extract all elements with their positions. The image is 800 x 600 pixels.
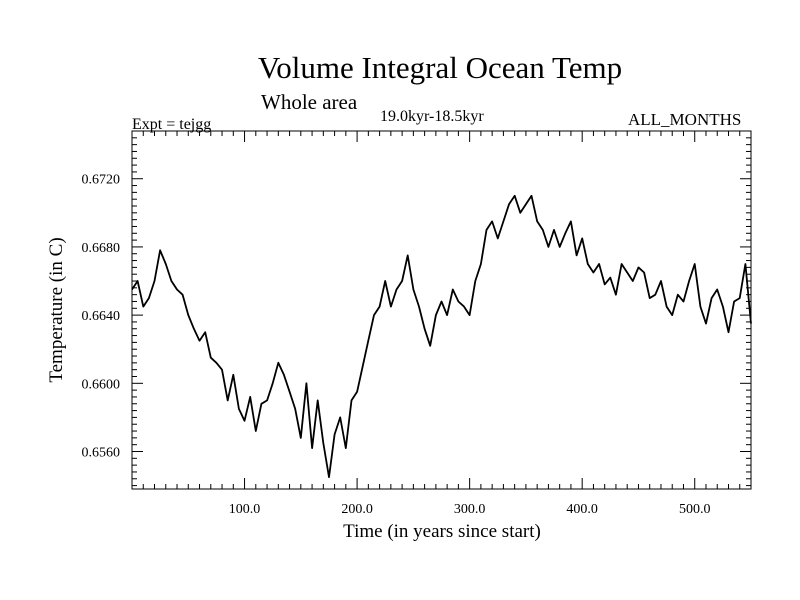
temperature-series-line bbox=[131, 194, 752, 478]
axis-tick-labels: 100.0 200.0 300.0 400.0 500.0 0.6560 0.6600 0.6… bbox=[82, 173, 711, 517]
y-tick-label: 0.6720 bbox=[82, 173, 121, 188]
chart-subtitle: Whole area bbox=[261, 90, 358, 114]
y-tick-label: 0.6680 bbox=[82, 241, 121, 256]
plot-frame bbox=[131, 130, 752, 490]
y-tick-label: 0.6560 bbox=[82, 445, 121, 460]
y-tick-label: 0.6640 bbox=[82, 309, 121, 324]
axis-ticks bbox=[132, 130, 751, 489]
x-tick-label: 200.0 bbox=[341, 502, 373, 517]
months-label: ALL_MONTHS bbox=[628, 110, 742, 129]
time-period-label: 19.0kyr-18.5kyr bbox=[380, 108, 484, 125]
x-tick-label: 100.0 bbox=[229, 502, 261, 517]
y-axis-label: Temperature (in C) bbox=[46, 237, 67, 382]
x-tick-label: 300.0 bbox=[454, 502, 486, 517]
experiment-label: Expt = tejgg bbox=[132, 116, 212, 133]
x-tick-label: 400.0 bbox=[566, 502, 598, 517]
x-axis-label: Time (in years since start) bbox=[343, 521, 541, 542]
y-tick-label: 0.6600 bbox=[82, 377, 121, 392]
chart-title: Volume Integral Ocean Temp bbox=[257, 50, 623, 85]
x-tick-label: 500.0 bbox=[679, 502, 711, 517]
